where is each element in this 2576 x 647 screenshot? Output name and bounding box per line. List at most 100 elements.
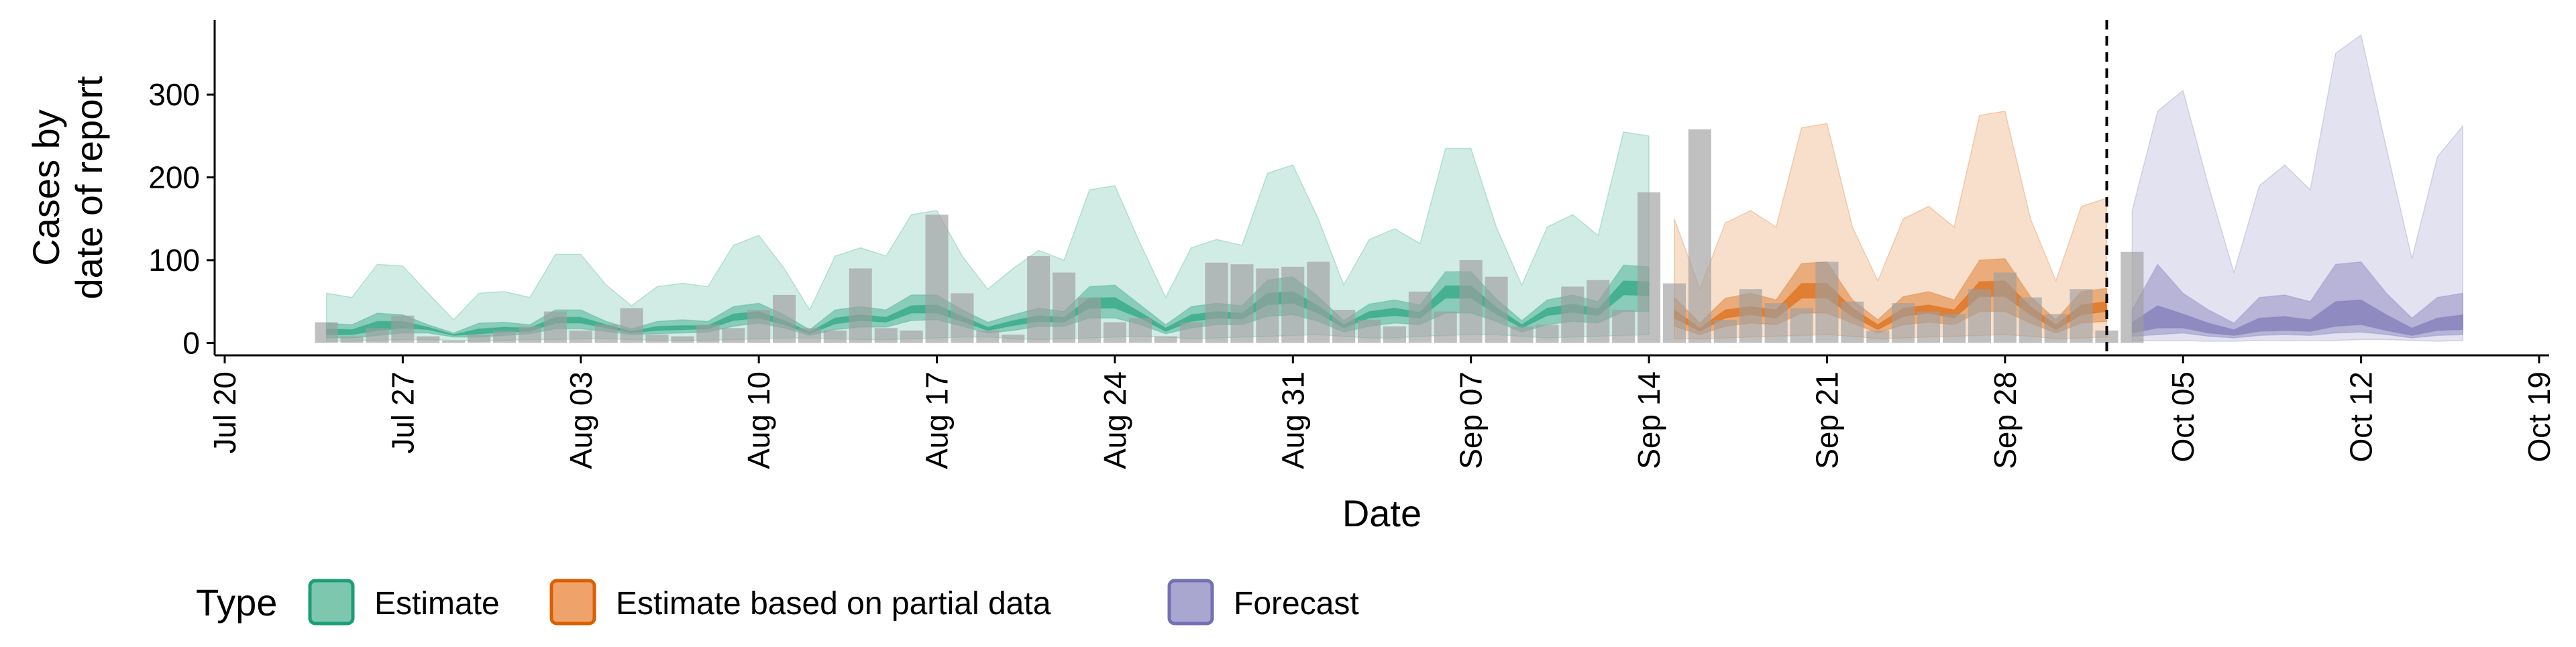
reported-cases-bar — [417, 336, 440, 343]
reported-cases-bar — [1561, 286, 1585, 343]
x-tick-label: Oct 05 — [2165, 371, 2200, 463]
reported-cases-bar — [1002, 335, 1025, 343]
legend-swatch-forecast — [1167, 579, 1214, 626]
reported-cases-bar — [2095, 331, 2118, 343]
legend: Type Estimate Estimate based on partial da… — [196, 579, 1359, 626]
bars-layer — [315, 129, 2144, 343]
reported-cases-bar — [518, 326, 541, 343]
y-tick-label: 100 — [148, 243, 200, 278]
reported-cases-bar — [1103, 322, 1126, 343]
x-tick-label: Aug 17 — [920, 371, 955, 469]
reported-cases-bar — [594, 325, 618, 343]
y-axis-title-line: date of report — [68, 76, 110, 300]
y-axis-title-line: Cases by — [25, 109, 67, 266]
x-tick-label: Sep 28 — [1988, 371, 2023, 469]
reported-cases-bar — [1408, 291, 1432, 343]
reported-cases-bar — [874, 328, 898, 343]
reported-cases-bar — [1053, 272, 1076, 343]
y-tick-label: 0 — [182, 325, 200, 360]
reported-cases-bar — [1485, 276, 1508, 343]
reported-cases-bar — [1866, 331, 1890, 343]
x-tick-label: Jul 27 — [385, 371, 420, 454]
reported-cases-bar — [1713, 319, 1737, 343]
reported-cases-bar — [1993, 272, 2017, 343]
y-axis-title: Cases bydate of report — [25, 76, 110, 300]
reported-cases-bar — [1307, 261, 1330, 343]
legend-swatch-estimate-based-on-partial-data — [549, 579, 596, 626]
axes-layer — [207, 20, 2549, 363]
reported-cases-bar — [340, 336, 364, 343]
reported-cases-bar — [1764, 303, 1788, 343]
x-tick-label: Aug 10 — [741, 371, 776, 469]
reported-cases-bar — [1841, 301, 1864, 343]
legend-title: Type — [196, 581, 277, 624]
reported-cases-bar — [1510, 326, 1534, 343]
reported-cases-bar — [747, 310, 771, 343]
legend-swatch-estimate — [308, 579, 355, 626]
x-tick-label: Oct 19 — [2522, 371, 2557, 463]
reported-cases-bar — [1383, 326, 1406, 343]
reported-cases-bar — [1790, 308, 1813, 343]
reported-cases-bar — [951, 293, 974, 343]
x-axis-title: Date — [1342, 492, 1421, 534]
reported-cases-bar — [315, 322, 338, 343]
reported-cases-bar — [1027, 255, 1051, 343]
reported-cases-bar — [1358, 319, 1381, 343]
reported-cases-bar — [1688, 129, 1711, 343]
reported-cases-bar — [925, 215, 949, 343]
x-tick-label: Sep 21 — [1810, 371, 1845, 469]
reported-cases-bar — [1968, 289, 1991, 343]
x-tick-label: Oct 12 — [2344, 371, 2379, 463]
reported-cases-bar — [493, 331, 517, 343]
reported-cases-bar — [823, 331, 847, 343]
reported-cases-bar — [620, 308, 643, 343]
reported-cases-bar — [2070, 289, 2093, 343]
reported-cases-bar — [1536, 325, 1559, 343]
reported-cases-bar — [696, 325, 720, 343]
y-tick-label: 200 — [148, 160, 200, 195]
reported-cases-bar — [1587, 280, 1610, 343]
reported-cases-bar — [1256, 268, 1279, 343]
legend-label-estimate: Estimate — [374, 586, 500, 622]
reported-cases-bar — [1332, 310, 1356, 343]
reported-cases-bar — [773, 294, 796, 343]
reported-cases-bar — [1281, 266, 1305, 343]
reported-cases-bar — [1154, 336, 1177, 343]
x-tick-label: Aug 31 — [1275, 371, 1310, 469]
reported-cases-bar — [671, 336, 694, 343]
reported-cases-bar — [1230, 264, 1254, 343]
x-tick-label: Sep 07 — [1454, 371, 1489, 469]
reported-cases-bar — [468, 335, 491, 343]
reported-cases-bar — [900, 331, 923, 343]
reported-cases-bar — [1739, 289, 1762, 343]
reported-cases-bar — [1917, 311, 1941, 343]
x-tick-label: Jul 20 — [207, 371, 242, 454]
reported-cases-bar — [722, 328, 745, 343]
reported-cases-bar — [1128, 318, 1152, 343]
reported-cases-bar — [2044, 314, 2068, 343]
reported-cases-bar — [1892, 303, 1915, 343]
reported-cases-bar — [1205, 262, 1228, 343]
reported-cases-bar — [1612, 310, 1635, 343]
text-layer: 0 100 200 300 Jul 20 Jul 27 Aug 03 Aug 10 Aug 17… — [25, 76, 2557, 534]
forecast-ci90-band — [2131, 34, 2464, 342]
reported-cases-bar — [442, 340, 466, 343]
reported-cases-bar — [1078, 297, 1102, 343]
reported-cases-bar — [976, 331, 1000, 343]
reported-cases-bar — [543, 311, 567, 343]
x-tick-label: Aug 03 — [564, 371, 598, 469]
legend-label-estimate-based-on-partial-data: Estimate based on partial data — [616, 586, 1051, 622]
legend-label-forecast: Forecast — [1234, 586, 1359, 622]
reported-cases-bar — [391, 315, 415, 343]
reported-cases-bar — [1179, 322, 1203, 343]
y-tick-label: 300 — [148, 77, 200, 112]
reported-cases-bar — [366, 328, 389, 343]
reported-cases-bar — [1815, 261, 1839, 343]
reported-cases-bar — [849, 268, 872, 343]
reported-cases-bar — [645, 335, 669, 343]
reported-cases-bar — [798, 328, 821, 343]
reported-cases-bar — [2019, 297, 2042, 343]
reported-cases-bar — [2121, 251, 2144, 343]
